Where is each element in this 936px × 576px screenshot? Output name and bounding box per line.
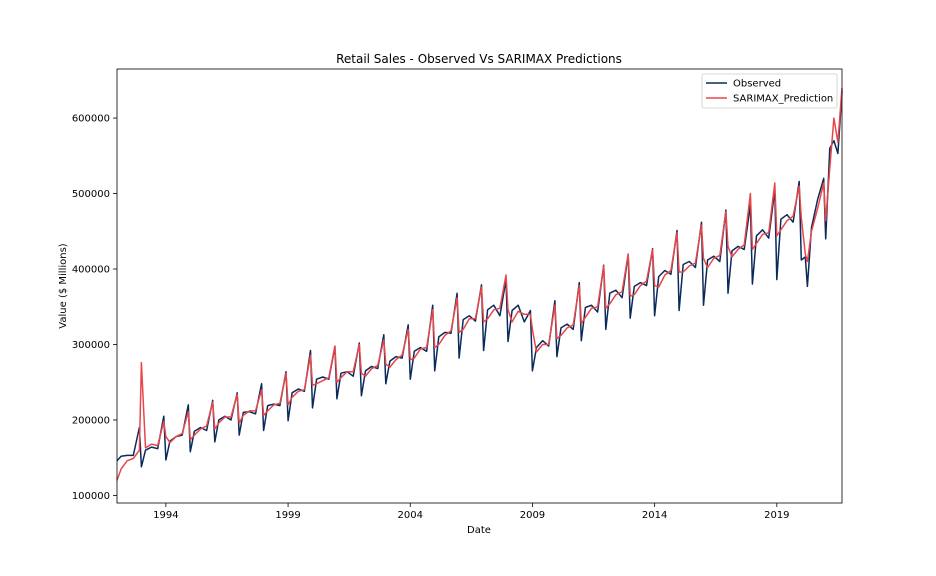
y-tick-label: 500000	[72, 189, 110, 200]
chart-title: Retail Sales - Observed Vs SARIMAX Predi…	[336, 52, 622, 66]
y-tick-label: 600000	[72, 114, 110, 125]
legend: Observed SARIMAX_Prediction	[701, 73, 838, 109]
y-tick-label: 200000	[72, 415, 110, 426]
y-tick-label: 300000	[72, 340, 110, 351]
x-tick-label: 1999	[275, 510, 300, 521]
x-tick-label: 1994	[153, 510, 178, 521]
series-line-observed	[116, 90, 843, 468]
y-tick-label: 100000	[72, 491, 110, 502]
x-tick-label: 2014	[642, 510, 667, 521]
y-axis: 100000 200000 300000 400000 500000 600000	[72, 114, 117, 502]
x-axis: 1994 1999 2004 2009 2014 2019	[153, 503, 790, 521]
series-line-sarimax-prediction	[116, 87, 843, 481]
x-axis-label: Date	[467, 525, 491, 536]
legend-label-sarimax: SARIMAX_Prediction	[733, 94, 833, 105]
x-tick-label: 2009	[520, 510, 545, 521]
legend-label-observed: Observed	[733, 79, 781, 90]
plot-frame	[116, 68, 843, 504]
x-tick-label: 2019	[764, 510, 789, 521]
x-tick-label: 2004	[398, 510, 423, 521]
series-lines	[116, 87, 843, 481]
y-axis-label: Value ($ Millions)	[58, 243, 69, 328]
y-tick-label: 400000	[72, 265, 110, 276]
legend-box	[701, 73, 838, 109]
